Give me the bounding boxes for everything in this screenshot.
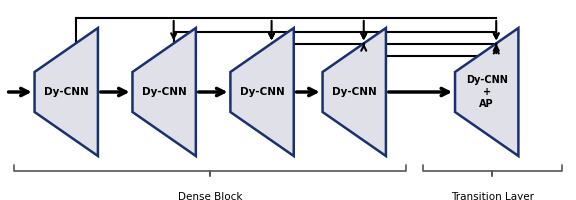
Text: Transition Layer: Transition Layer: [451, 192, 534, 200]
Text: Dy-CNN: Dy-CNN: [240, 87, 285, 97]
Text: Dy-CNN: Dy-CNN: [142, 87, 187, 97]
Text: Dy-CNN: Dy-CNN: [332, 87, 377, 97]
Polygon shape: [35, 28, 98, 156]
Text: Dense Block: Dense Block: [178, 192, 242, 200]
Polygon shape: [132, 28, 196, 156]
Text: Dy-CNN
+
AP: Dy-CNN + AP: [466, 75, 507, 109]
Text: Dy-CNN: Dy-CNN: [44, 87, 89, 97]
Polygon shape: [230, 28, 294, 156]
Polygon shape: [455, 28, 518, 156]
Polygon shape: [323, 28, 386, 156]
